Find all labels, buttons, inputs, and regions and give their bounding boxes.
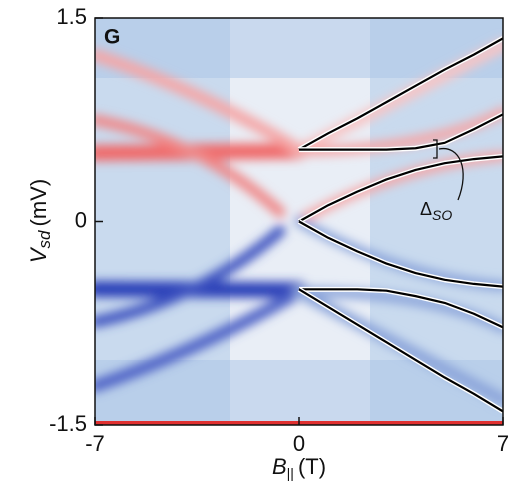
y-tick-label: 0	[75, 207, 87, 232]
x-label-unit: (T)	[298, 454, 326, 479]
y-tick-label: 1.5	[56, 4, 87, 29]
model-curves	[297, 36, 503, 414]
annotation-symbol: Δ	[420, 199, 432, 219]
y-tick-label: -1.5	[49, 411, 87, 436]
annotation-bracket	[433, 139, 464, 201]
x-tick-label: 7	[497, 431, 509, 456]
curve	[298, 220, 503, 288]
y-label-unit: (mV)	[26, 179, 51, 227]
x-axis-label: B|| (T)	[272, 454, 326, 481]
curve	[298, 288, 503, 413]
y-label-symbol: V	[26, 246, 51, 263]
y-axis-label: Vsd (mV)	[26, 179, 55, 263]
x-tick-label: 0	[293, 431, 305, 456]
curve	[299, 113, 503, 151]
curve	[298, 155, 503, 223]
x-label-symbol: B	[272, 454, 287, 479]
annotation-subscript: SO	[432, 207, 452, 223]
x-tick-label: -7	[85, 431, 105, 456]
panel-label: G	[104, 26, 120, 49]
x-label-subscript: ||	[287, 465, 294, 481]
curve	[298, 37, 503, 151]
curve	[299, 288, 503, 329]
annotation: ΔSO	[420, 199, 452, 223]
y-label-subscript: sd	[35, 230, 54, 249]
